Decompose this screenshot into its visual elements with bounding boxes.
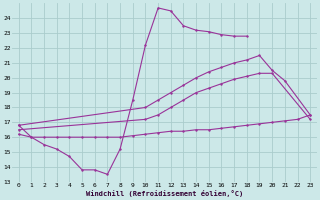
X-axis label: Windchill (Refroidissement éolien,°C): Windchill (Refroidissement éolien,°C) [86,190,243,197]
